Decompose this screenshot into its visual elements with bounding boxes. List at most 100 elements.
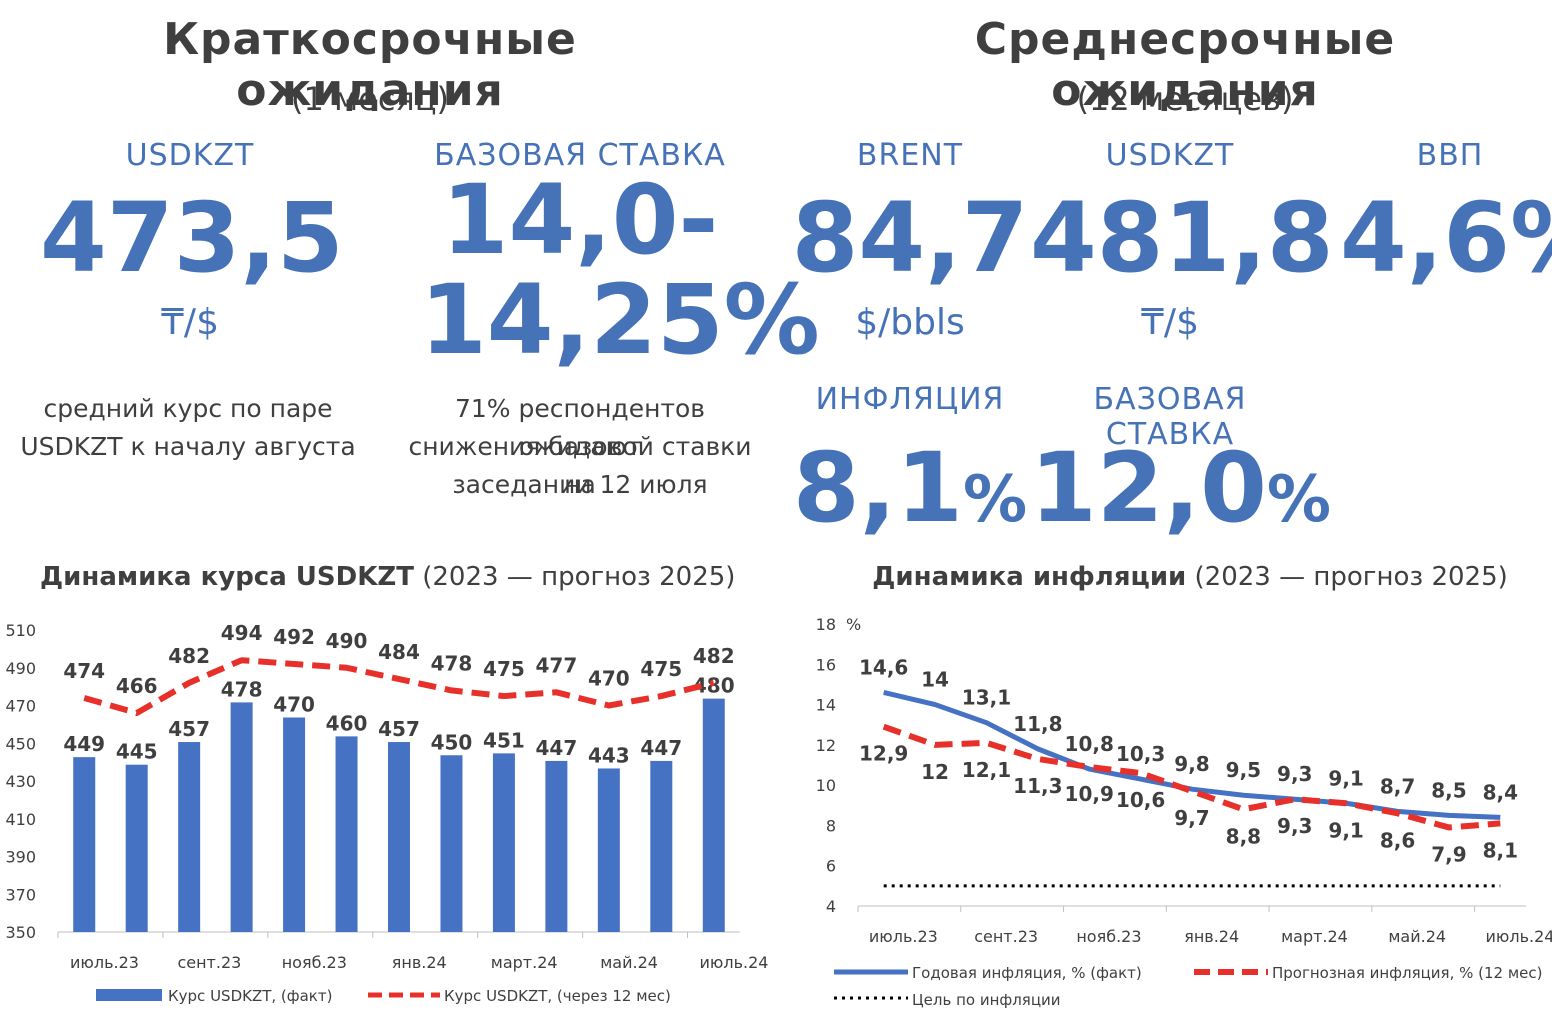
forecast-data-label: 12 <box>921 760 949 784</box>
bar-label-bg <box>217 674 266 703</box>
short-usdkzt-value: 473,5 <box>40 182 344 294</box>
bar <box>230 690 253 932</box>
medium-inflation-pct: % <box>962 463 1028 537</box>
y-tick-label: 450 <box>5 734 36 753</box>
bar <box>335 724 358 932</box>
fact-data-label: 10,8 <box>1065 732 1114 756</box>
bar-data-label: 450 <box>431 730 473 754</box>
bar <box>702 686 725 932</box>
line-data-label: 478 <box>431 651 473 675</box>
line-data-label: 475 <box>640 657 682 681</box>
inflation-chart-title: Динамика инфляции (2023 — прогноз 2025) <box>840 562 1540 592</box>
legend-bar-swatch <box>96 989 162 1001</box>
short-rate-value-2: 14,25% <box>420 264 820 376</box>
bar-data-label: 451 <box>483 728 525 752</box>
fx-chart-title-bold: Динамика курса USDKZT <box>40 562 414 592</box>
medium-brent-unit: $/bbls <box>855 302 965 343</box>
x-tick-label: июль.23 <box>70 953 139 972</box>
bar-label-bg <box>427 727 476 756</box>
medium-inflation-label: ИНФЛЯЦИЯ <box>815 382 1005 417</box>
medium-usdkzt-value: 481,8 <box>1030 182 1334 294</box>
short-rate-desc-1: 71% респондентов ожидают <box>454 394 706 461</box>
short-usdkzt-unit: ₸/$ <box>161 302 219 343</box>
line-data-label: 482 <box>168 644 210 668</box>
bar <box>73 745 96 932</box>
medium-inflation-number: 8,1 <box>792 432 963 544</box>
bar <box>388 730 410 932</box>
forecast-data-label: 7,9 <box>1431 842 1466 866</box>
x-tick-label: март.24 <box>1281 927 1348 946</box>
inflation-chart-title-bold: Динамика инфляции <box>872 562 1187 592</box>
y-tick-label: 18 <box>816 615 836 634</box>
y-tick-label: 10 <box>816 776 836 795</box>
medium-brent-label: BRENT <box>856 138 964 173</box>
inflation-chart: 4 6 8 10 12 14 16 18 % 14,6 14 13,111,810,8 10,3 9,8 9… <box>816 615 1552 1009</box>
line-data-label: 484 <box>378 640 420 664</box>
x-tick-label: сент.23 <box>177 953 241 972</box>
fact-data-label: 8,4 <box>1483 780 1518 804</box>
fact-data-label: 14,6 <box>859 655 908 679</box>
y-tick-label: 390 <box>5 848 36 867</box>
bar-data-label: 447 <box>536 736 578 760</box>
medium-gdp-value: 4,6% <box>1340 182 1552 294</box>
forecast-data-label: 9,3 <box>1277 814 1312 838</box>
y-tick-label: 8 <box>826 816 836 835</box>
legend-forecast-label: Прогнозная инфляция, % (12 мес) <box>1272 964 1543 982</box>
legend-fact-label: Годовая инфляция, % (факт) <box>912 964 1142 982</box>
x-tick-label: нояб.23 <box>1076 927 1141 946</box>
forecast-data-label: 10,9 <box>1065 782 1114 806</box>
line-data-label: 470 <box>588 667 630 691</box>
fact-data-label: 9,8 <box>1174 752 1209 776</box>
short-term-subtitle: (1 месяц) <box>291 80 449 118</box>
x-tick-label: сент.23 <box>974 927 1038 946</box>
legend-bar-label: Курс USDKZT, (факт) <box>168 987 332 1005</box>
bar-label-bg <box>637 732 686 761</box>
forecast-data-label: 11,3 <box>1013 774 1062 798</box>
forecast-inflation-line <box>882 723 1501 831</box>
bar <box>440 743 463 932</box>
fact-data-label: 14 <box>921 668 949 692</box>
bar-data-label: 457 <box>168 717 210 741</box>
y-tick-label: 4 <box>826 897 836 916</box>
short-rate-desc-2: снижения базовой ставки на <box>408 432 752 499</box>
fx-chart: 350 370 390 410 430 450 470 490 510 449 445 457 478 4… <box>5 621 768 1005</box>
x-tick-label: май.24 <box>600 953 658 972</box>
medium-term-title: Среднесрочные ожидания <box>974 14 1396 116</box>
y-tick-label: 370 <box>5 885 36 904</box>
bar-label-bg <box>375 714 423 743</box>
short-usdkzt-label: USDKZT <box>125 138 255 173</box>
inflation-chart-title-rest: (2023 — прогноз 2025) <box>1186 562 1508 592</box>
fx-chart-title-rest: (2023 — прогноз 2025) <box>413 562 736 592</box>
x-tick-label: март.24 <box>491 953 558 972</box>
forecast-data-label: 9,7 <box>1174 806 1209 830</box>
bar-label-bg <box>532 732 581 761</box>
line-data-label: 466 <box>116 674 158 698</box>
forecast-data-label: 8,1 <box>1483 838 1518 862</box>
line-data-label: 494 <box>221 621 263 645</box>
bar-data-label: 457 <box>378 717 420 741</box>
bar-data-label: 449 <box>63 732 105 756</box>
y-tick-label: 410 <box>5 810 36 829</box>
x-tick-label: июль.23 <box>869 927 938 946</box>
medium-usdkzt-label: USDKZT <box>1105 138 1235 173</box>
bar <box>650 748 673 932</box>
x-tick-label: июль.24 <box>1486 927 1552 946</box>
medium-inflation-value: 8,1% <box>790 440 1030 536</box>
line-data-label: 492 <box>273 625 315 649</box>
forecast-data-label: 12,9 <box>859 742 908 766</box>
fact-data-label: 10,3 <box>1116 742 1165 766</box>
short-usdkzt-desc-2: USDKZT к началу августа <box>20 432 356 461</box>
legend-line-label: Курс USDKZT, (через 12 мес) <box>444 987 671 1005</box>
y-tick-label: 430 <box>5 772 36 791</box>
short-rate-label: БАЗОВАЯ СТАВКА <box>434 138 726 173</box>
line-data-label: 474 <box>63 659 105 683</box>
short-term-title: Краткосрочные ожидания <box>163 14 577 116</box>
bar-data-label: 447 <box>640 736 682 760</box>
bar-label-bg <box>479 725 528 754</box>
fact-data-label: 13,1 <box>962 686 1011 710</box>
y-unit-label: % <box>846 615 861 634</box>
medium-usdkzt-unit: ₸/$ <box>1141 302 1199 343</box>
y-tick-label: 510 <box>5 621 36 640</box>
fact-data-label: 9,3 <box>1277 762 1312 786</box>
bar-data-label: 470 <box>273 693 315 717</box>
